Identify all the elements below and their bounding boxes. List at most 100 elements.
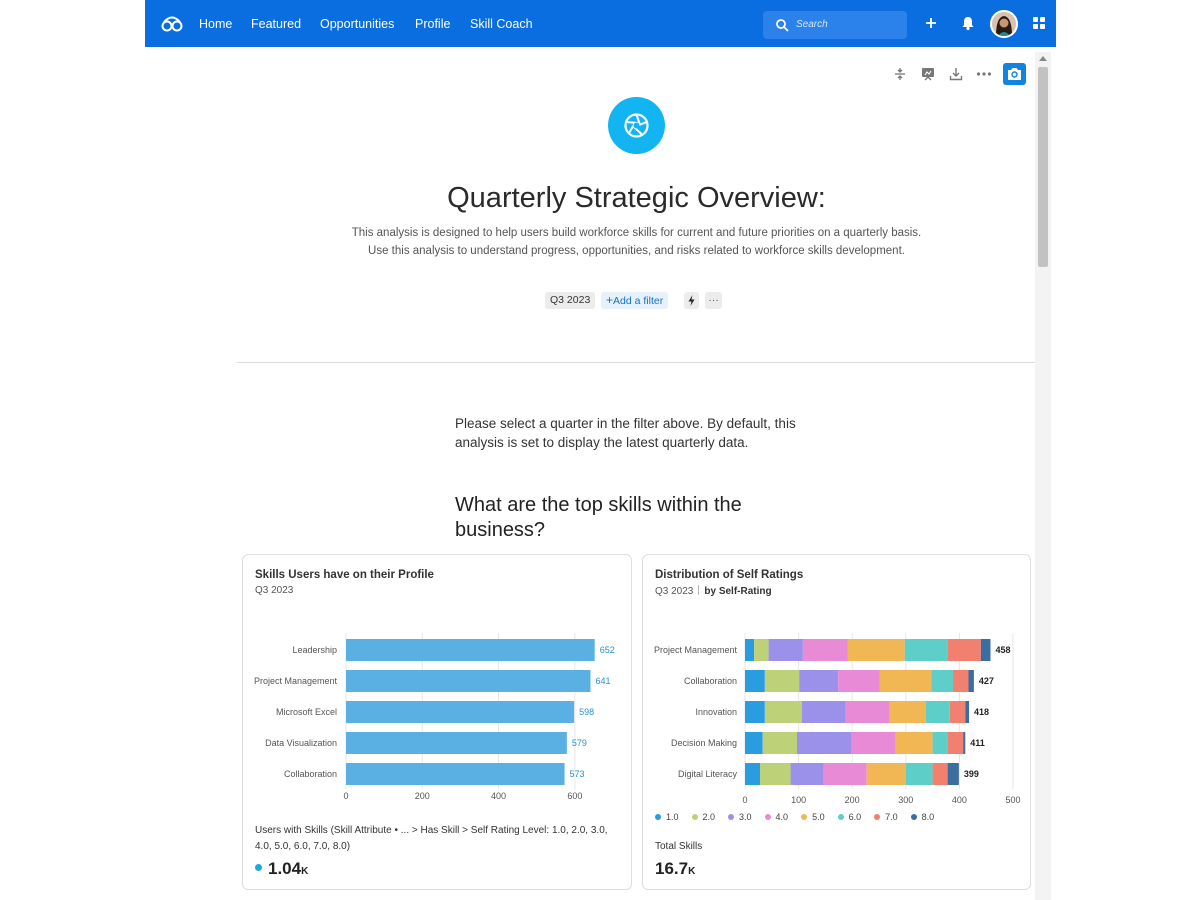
quarter-filter-chip[interactable]: Q3 2023 <box>545 292 596 309</box>
filter-more-button[interactable]: ··· <box>705 292 722 309</box>
bar-segment <box>754 639 769 661</box>
bar-segment <box>745 732 763 754</box>
bar-segment <box>931 670 953 692</box>
x-tick-label: 400 <box>952 795 967 805</box>
bar-segment <box>947 732 964 754</box>
bar-segment <box>895 732 933 754</box>
search-placeholder: Search <box>796 19 828 30</box>
scroll-up-arrow-icon[interactable] <box>1039 56 1047 61</box>
nav-featured[interactable]: Featured <box>251 17 302 31</box>
apps-grid-icon[interactable] <box>1030 14 1048 32</box>
nav-home[interactable]: Home <box>199 17 233 31</box>
self-rating-stacked-chart: 0 100 200 300 400 500 Project Management 458 Col… <box>654 633 1021 805</box>
card-subtitle: Q3 2023 by Self-Rating <box>655 585 772 597</box>
section-divider <box>237 362 1035 363</box>
nav-opportunities[interactable]: Opportunities <box>320 17 395 31</box>
bar <box>346 763 565 785</box>
metric-value: 1.04K <box>255 859 308 879</box>
x-tick-label: 0 <box>343 791 348 801</box>
bar-segment <box>932 732 948 754</box>
logo-icon[interactable] <box>161 13 183 33</box>
bar-segment <box>764 670 800 692</box>
total-label: 427 <box>979 676 994 686</box>
bar-segment <box>847 639 905 661</box>
category-label: Data Visualization <box>265 738 337 748</box>
collapse-icon[interactable] <box>892 66 908 82</box>
skills-bar-chart: 0 200 400 600 Leadership 652 Project Managemen… <box>254 633 615 801</box>
bar-segment <box>799 670 839 692</box>
data-label: 652 <box>600 645 615 655</box>
legend-dot-icon <box>655 814 661 820</box>
bar-segment <box>823 763 867 785</box>
user-photo-icon <box>992 12 1016 36</box>
category-label: Innovation <box>695 707 737 717</box>
legend-dot-icon <box>874 814 881 820</box>
app-frame: Home Featured Opportunities Profile Skil… <box>145 0 1056 900</box>
presentation-icon[interactable] <box>920 66 936 82</box>
legend-item[interactable]: 8.0 <box>910 812 935 822</box>
bar-segment <box>838 670 880 692</box>
legend-item[interactable]: 7.0 <box>874 812 898 822</box>
camera-button[interactable] <box>1003 63 1026 85</box>
add-filter-button[interactable]: +Add a filter <box>601 292 669 309</box>
bar-segment <box>790 763 824 785</box>
bar-segment <box>762 732 797 754</box>
legend-item[interactable]: 3.0 <box>728 812 752 822</box>
legend-item[interactable]: 2.0 <box>691 812 715 822</box>
plus-icon: + <box>606 293 614 307</box>
legend-item[interactable]: 6.0 <box>837 812 861 822</box>
legend-item[interactable]: 4.0 <box>764 812 789 822</box>
category-label: Collaboration <box>684 676 737 686</box>
x-tick-label: 600 <box>567 791 582 801</box>
bar-segment <box>866 763 906 785</box>
nav-profile[interactable]: Profile <box>415 17 451 31</box>
data-label: 598 <box>579 707 594 717</box>
bar-segment <box>925 701 950 723</box>
total-label: 411 <box>970 738 985 748</box>
download-icon[interactable] <box>948 66 964 82</box>
card-title: Distribution of Self Ratings <box>655 569 804 581</box>
self-ratings-card[interactable]: Distribution of Self Ratings Q3 2023 by S… <box>642 554 1031 890</box>
avatar[interactable] <box>990 10 1018 38</box>
legend-dot-icon <box>728 814 735 820</box>
card-subtitle-quarter: Q3 2023 <box>655 586 694 597</box>
legend-label: 4.0 <box>775 812 789 822</box>
legend-label: 1.0 <box>666 812 679 822</box>
bar-segment <box>968 670 974 692</box>
plus-icon[interactable] <box>922 14 940 32</box>
bar-segment <box>760 763 791 785</box>
bar-segment <box>932 763 948 785</box>
add-filter-label: Add a filter <box>613 295 664 307</box>
bar-segment <box>851 732 896 754</box>
legend-label: 3.0 <box>739 812 752 822</box>
legend-label: 8.0 <box>921 812 935 822</box>
total-label: 399 <box>964 769 979 779</box>
camera-icon <box>1008 68 1021 80</box>
card-subtitle-quarter: Q3 2023 <box>255 585 294 596</box>
page-title: Quarterly Strategic Overview: <box>447 182 826 214</box>
quick-action-button[interactable] <box>684 292 699 309</box>
legend-dot-icon <box>764 814 771 820</box>
bar-segment <box>802 639 848 661</box>
more-options-icon[interactable] <box>976 66 992 82</box>
legend-item[interactable]: 1.0 <box>655 812 679 822</box>
legend-label: 7.0 <box>885 812 898 822</box>
metric-number: 1.04 <box>268 859 302 878</box>
bar <box>346 732 567 754</box>
legend-item[interactable]: 5.0 <box>801 812 825 822</box>
top-nav: Home Featured Opportunities Profile Skil… <box>145 0 1056 47</box>
skills-on-profile-card[interactable]: Skills Users have on their Profile Q3 20… <box>242 554 632 890</box>
legend-label: 5.0 <box>812 812 825 822</box>
search-input[interactable]: Search <box>763 11 907 39</box>
card-title: Skills Users have on their Profile <box>255 569 434 581</box>
nav-skill-coach[interactable]: Skill Coach <box>470 17 533 31</box>
bar-segment <box>947 639 981 661</box>
bar <box>346 701 575 723</box>
x-tick-label: 200 <box>845 795 860 805</box>
bar-segment <box>845 701 890 723</box>
bell-icon[interactable] <box>959 14 977 32</box>
category-label: Microsoft Excel <box>276 707 337 717</box>
x-tick-label: 0 <box>742 795 747 805</box>
bar-segment <box>965 701 970 723</box>
scrollbar-thumb[interactable] <box>1038 67 1048 267</box>
